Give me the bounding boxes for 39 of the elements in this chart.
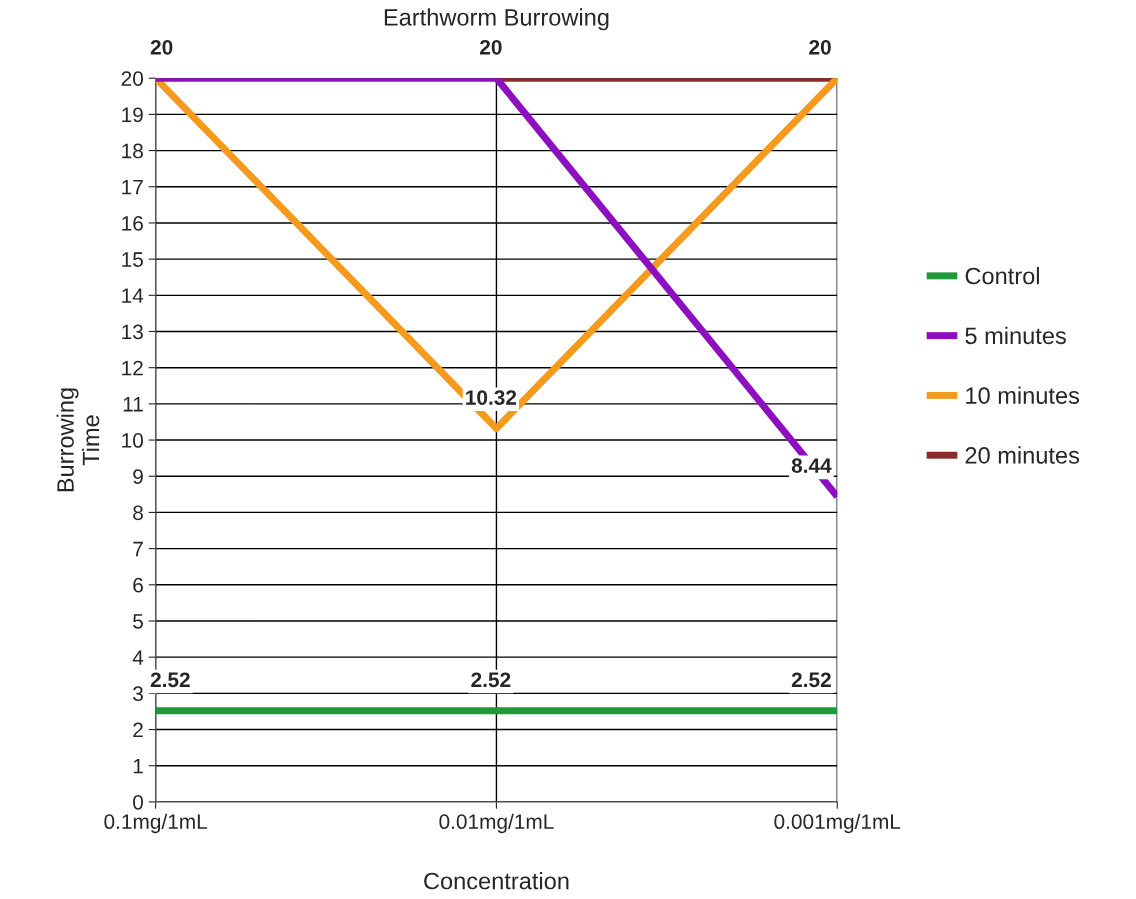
y-tick-label: 6: [133, 577, 143, 593]
data-label: 2.52: [471, 672, 511, 688]
x-tick-label: 0.01mg/1mL: [439, 813, 554, 834]
y-tick-label: 18: [122, 143, 143, 159]
legend-label: 10 minutes: [966, 386, 1080, 404]
data-label: 2.52: [791, 672, 831, 688]
y-tick-label: 15: [122, 252, 143, 267]
data-label: 20: [480, 39, 502, 55]
y-tick-label: 19: [122, 107, 143, 123]
y-tick-label: 4: [132, 650, 144, 665]
y-axis-title: Burrowing Time: [56, 388, 100, 492]
legend-label: 5 minutes: [965, 326, 1066, 345]
y-tick-label: 20: [121, 71, 144, 86]
y-tick-label: 0: [133, 794, 144, 810]
y-tick-label: 10: [122, 433, 144, 448]
data-label: 2.52: [150, 672, 190, 688]
y-tick-label: 12: [122, 360, 143, 376]
data-label: 20: [150, 39, 173, 55]
chart-title: Earthworm Burrowing: [384, 8, 609, 31]
y-tick-label: 5: [133, 614, 143, 629]
y-tick-label: 1: [133, 758, 143, 774]
y-tick-label: 16: [122, 215, 143, 231]
y-tick-label: 8: [133, 505, 143, 521]
data-label: 20: [809, 39, 831, 55]
y-tick-label: 13: [122, 324, 143, 340]
x-tick-label: 0.001mg/1mL: [774, 813, 901, 834]
y-tick-label: 7: [133, 541, 143, 557]
legend-label: 20 minutes: [965, 446, 1080, 464]
data-label: 10.32: [466, 390, 517, 405]
y-tick-label: 17: [122, 179, 143, 195]
legend-label: Control: [965, 267, 1039, 285]
x-tick-label: 0.1mg/1mL: [104, 813, 208, 834]
y-tick-label: 2: [133, 722, 143, 738]
y-tick-label: 14: [122, 288, 144, 303]
y-tick-label: 3: [133, 686, 143, 702]
y-tick-label: 11: [123, 397, 143, 412]
y-tick-label: 9: [133, 469, 143, 484]
data-label: 8.44: [791, 458, 832, 473]
x-axis-title: Concentration: [424, 872, 569, 890]
